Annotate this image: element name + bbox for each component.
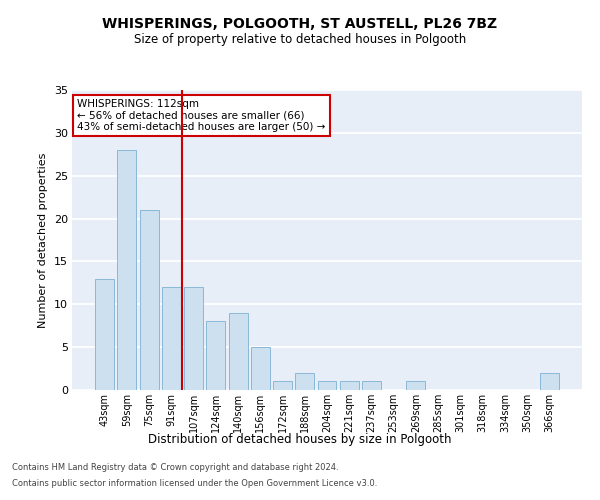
Bar (229, 313, 248, 390)
Text: Contains HM Land Registry data © Crown copyright and database right 2024.: Contains HM Land Registry data © Crown c… (12, 464, 338, 472)
Bar (295, 373, 314, 390)
Text: Size of property relative to detached houses in Polgooth: Size of property relative to detached ho… (134, 32, 466, 46)
Bar (362, 382, 381, 390)
Bar (95, 278, 114, 390)
Bar (273, 382, 292, 390)
Bar (118, 150, 136, 390)
Bar (340, 382, 359, 390)
Bar (162, 287, 181, 390)
Bar (251, 347, 270, 390)
Bar (406, 382, 425, 390)
Text: WHISPERINGS: 112sqm
← 56% of detached houses are smaller (66)
43% of semi-detach: WHISPERINGS: 112sqm ← 56% of detached ho… (77, 99, 325, 132)
Bar (184, 287, 203, 390)
Text: Contains public sector information licensed under the Open Government Licence v3: Contains public sector information licen… (12, 478, 377, 488)
Y-axis label: Number of detached properties: Number of detached properties (38, 152, 48, 328)
Text: Distribution of detached houses by size in Polgooth: Distribution of detached houses by size … (148, 432, 452, 446)
Text: WHISPERINGS, POLGOOTH, ST AUSTELL, PL26 7BZ: WHISPERINGS, POLGOOTH, ST AUSTELL, PL26 … (103, 18, 497, 32)
Bar (140, 210, 158, 390)
Bar (317, 382, 337, 390)
Bar (206, 322, 225, 390)
Bar (540, 373, 559, 390)
